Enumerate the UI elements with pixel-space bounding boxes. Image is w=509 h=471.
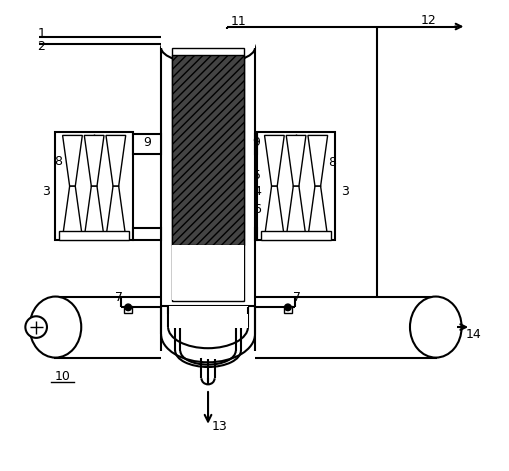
Text: 8: 8 <box>328 156 336 169</box>
Text: 9: 9 <box>252 136 260 149</box>
Bar <box>161 29 254 48</box>
Bar <box>254 134 257 154</box>
Polygon shape <box>84 186 104 237</box>
Bar <box>161 306 254 376</box>
Ellipse shape <box>409 297 461 357</box>
Polygon shape <box>264 186 284 237</box>
Text: 10: 10 <box>54 370 70 383</box>
Ellipse shape <box>30 297 81 357</box>
Polygon shape <box>264 136 284 186</box>
Bar <box>284 306 291 314</box>
Polygon shape <box>286 136 305 186</box>
Polygon shape <box>63 186 82 237</box>
Polygon shape <box>84 136 104 186</box>
Bar <box>168 306 247 327</box>
Polygon shape <box>63 136 82 186</box>
Circle shape <box>125 304 131 311</box>
Text: 9: 9 <box>143 136 151 149</box>
Circle shape <box>25 316 47 338</box>
Bar <box>172 48 244 301</box>
Text: 14: 14 <box>465 328 480 341</box>
Bar <box>172 245 243 300</box>
Text: 7: 7 <box>115 292 123 304</box>
Text: 8: 8 <box>53 155 62 168</box>
Text: 3: 3 <box>42 185 50 198</box>
Bar <box>133 228 161 240</box>
Bar <box>55 297 435 357</box>
Polygon shape <box>307 136 327 186</box>
Circle shape <box>284 304 291 311</box>
Text: 5: 5 <box>253 169 261 182</box>
Text: 6: 6 <box>253 203 261 217</box>
Bar <box>124 306 132 314</box>
Bar <box>172 55 244 245</box>
Text: 13: 13 <box>211 420 227 433</box>
Text: 4: 4 <box>253 185 261 198</box>
Bar <box>55 132 133 240</box>
Polygon shape <box>286 186 305 237</box>
Polygon shape <box>106 136 126 186</box>
Bar <box>254 228 257 240</box>
Text: 3: 3 <box>341 185 349 198</box>
Bar <box>133 134 161 154</box>
Bar <box>161 48 254 306</box>
Polygon shape <box>106 186 126 237</box>
Polygon shape <box>307 186 327 237</box>
Text: 7: 7 <box>293 292 301 304</box>
Text: 12: 12 <box>420 15 436 27</box>
Text: 2: 2 <box>37 40 45 53</box>
Text: 11: 11 <box>230 16 246 28</box>
Bar <box>59 231 129 240</box>
Bar <box>257 132 334 240</box>
Ellipse shape <box>161 31 254 64</box>
Bar <box>261 231 330 240</box>
Text: 1: 1 <box>37 27 45 40</box>
